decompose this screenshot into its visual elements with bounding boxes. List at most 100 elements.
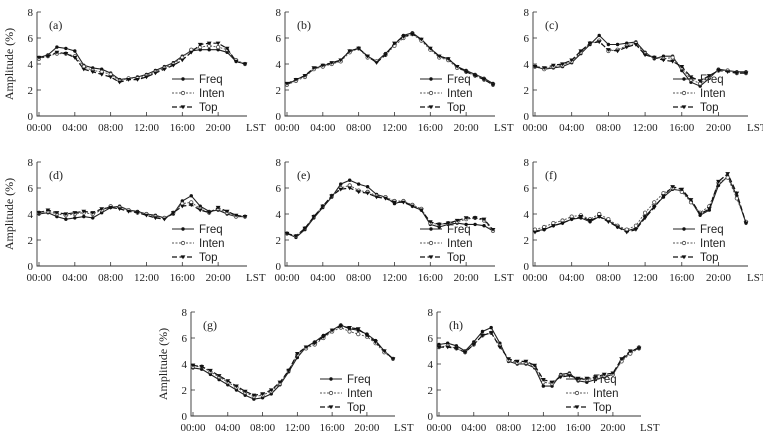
x-tick-label: 16:00 [566,422,592,434]
legend-label: Top [447,102,466,114]
data-point-top [117,207,123,211]
x-tick-label: 20:00 [206,272,232,284]
legend-entry-top: Top [320,402,366,414]
data-point-top [436,345,442,350]
data-point-freq [473,222,477,227]
data-point-top [284,231,290,236]
x-tick-label: 16:00 [669,272,695,284]
legend-label: Inten [199,88,225,100]
data-point-top [619,357,625,361]
data-point-top [225,379,231,384]
data-point-top [135,211,140,215]
y-tick-label: 4 [524,209,530,221]
legend-entry-inten: Inten [673,238,726,250]
x-tick-label: 08:00 [250,422,276,434]
data-point-top [560,62,565,67]
data-point-top [541,228,547,232]
y-axis-title: Amplitude (%) [156,328,170,400]
legend-entry-freq: Freq [673,74,724,86]
panel-label: (c) [545,18,558,32]
data-point-top [587,41,593,46]
legend-marker-top [681,105,687,110]
data-point-top [99,72,105,77]
data-point-top [233,59,239,64]
data-point-top [311,66,317,71]
data-point-top [472,216,478,221]
data-point-top [514,359,520,364]
data-point-inten [725,175,730,180]
panel-d: 0 2 4 6 8 00:00 04:00 08:00 12:00 16:00 20:00 LST Am… [2,157,266,284]
series-line-inten [38,201,245,219]
legend-label: Freq [447,74,471,86]
data-point-top [558,375,564,380]
series-line-top [534,172,747,233]
x-tick-label: 04:00 [461,422,487,434]
panel-label: (b) [297,18,311,32]
data-point-top [108,205,114,210]
legend-entry-top: Top [172,252,218,264]
y-tick-label: 8 [276,7,282,19]
data-point-top [427,46,433,51]
legend-label: Freq [700,224,724,236]
data-point-top [481,217,487,222]
data-point-top [734,191,740,196]
x-tick-label: 08:00 [98,272,124,284]
data-point-top [383,53,388,58]
data-point-top [567,374,572,378]
series-line-freq [534,175,747,232]
data-point-inten [670,55,675,60]
data-point-top [224,46,230,51]
data-point-freq [482,224,486,228]
data-point-top [81,67,87,72]
data-point-freq [597,33,601,38]
data-point-top [601,372,607,377]
y-tick-label: 6 [428,333,434,345]
data-point-freq [541,384,546,388]
data-point-top [179,58,185,63]
panel-label: (f) [545,168,557,182]
x-tick-label: 12:00 [134,122,160,134]
x-tick-label: 12:00 [134,272,160,284]
data-point-top [302,74,308,78]
data-point-top [381,349,387,354]
y-tick-label: 2 [428,385,434,397]
data-point-inten [633,223,639,228]
legend-marker-inten [428,240,434,246]
legend-label: Top [199,102,218,114]
data-point-top [99,207,105,211]
legend-entry-freq: Freq [320,374,371,386]
series-line-freq [38,195,245,220]
x-tick-label: 00:00 [26,122,52,134]
legend-marker-inten [574,390,580,396]
axes-a [36,12,247,117]
x-tick-label: 16:00 [669,122,695,134]
data-point-top [445,57,451,61]
data-point-top [383,196,388,201]
data-point-top [302,226,308,231]
x-tick-label: 04:00 [62,272,88,284]
data-point-top [569,58,575,63]
data-point-top [161,217,167,222]
data-point-top [284,81,290,86]
x-tick-label: 00:00 [26,272,52,284]
data-point-top [642,216,648,221]
data-point-freq [365,185,370,189]
legend-entry-inten: Inten [420,88,473,100]
y-tick-label: 0 [276,261,282,273]
x-tick-label: 00:00 [522,122,548,134]
x-axis-unit-label: LST [640,422,660,434]
x-tick-label: 08:00 [346,272,372,284]
legend-marker-top [681,255,687,260]
data-point-top [560,221,565,226]
series-line-top [534,41,746,82]
legend-entry-inten: Inten [172,88,225,100]
legend-marker-inten [428,90,434,96]
data-point-inten [356,331,361,337]
x-tick-label: 12:00 [633,272,659,284]
y-tick-label: 4 [428,359,434,371]
y-tick-label: 8 [524,7,530,19]
y-tick-label: 0 [28,111,34,123]
legend-marker-freq [181,77,185,81]
y-tick-label: 0 [524,111,530,123]
x-axis-unit-label: LST [747,272,763,284]
